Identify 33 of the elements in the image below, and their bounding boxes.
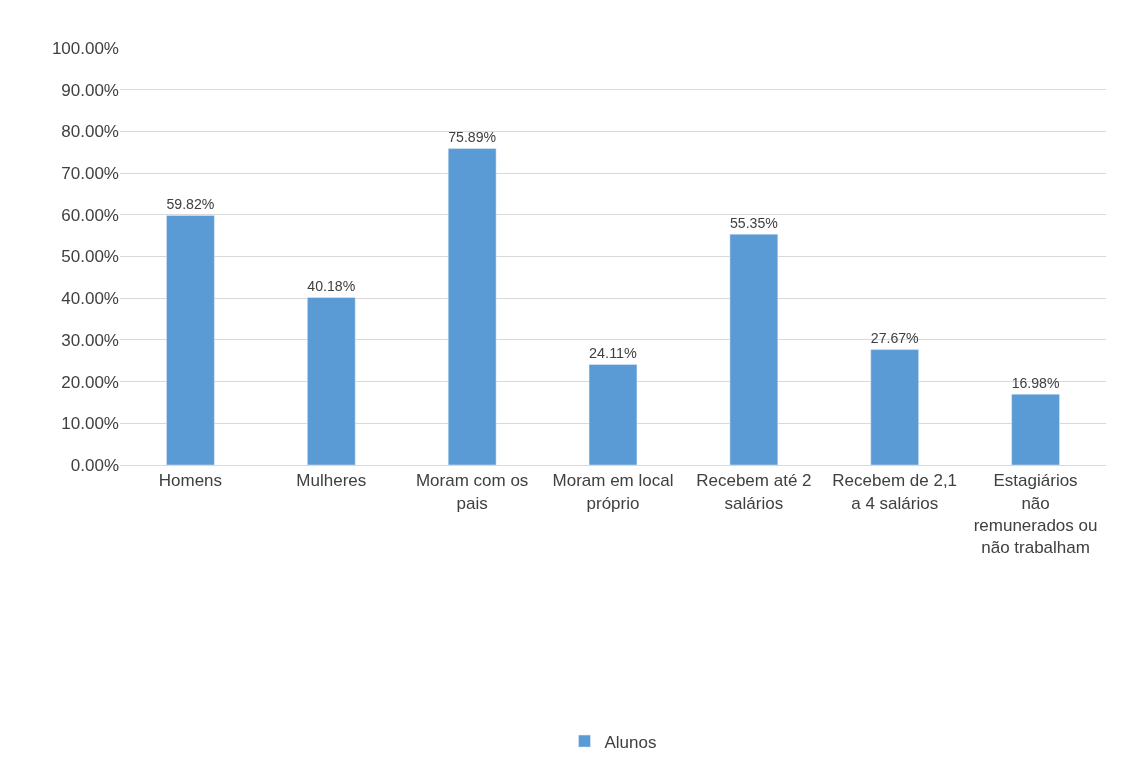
bar — [307, 297, 356, 465]
x-tick-label: Mulheres — [296, 471, 367, 491]
y-tick-label: 40.00% — [61, 289, 119, 309]
data-label: 40.18% — [307, 278, 356, 295]
x-tick-label: Recebem até 2 salários — [696, 471, 812, 513]
bar — [729, 233, 779, 465]
y-tick-label: 20.00% — [61, 372, 119, 392]
y-tick-label: 30.00% — [61, 330, 119, 350]
x-tick-label: Recebem de 2,1 a 4 salários — [832, 471, 958, 513]
y-tick-label: 50.00% — [61, 247, 119, 267]
y-tick-label: 100.00% — [51, 38, 119, 58]
y-tick-label: 60.00% — [61, 205, 119, 225]
x-tick-label: Moram com os pais — [415, 471, 529, 513]
bar — [166, 215, 215, 465]
y-tick-label: 10.00% — [61, 414, 119, 434]
data-label: 16.98% — [1011, 374, 1060, 391]
x-tick-label: Moram em local próprio — [552, 471, 674, 513]
bar — [447, 148, 497, 465]
legend-label: Alunos — [604, 732, 657, 752]
bar — [588, 364, 638, 465]
data-label: 27.67% — [870, 330, 920, 347]
x-tick-label: Homens — [158, 471, 223, 491]
y-tick-label: 0.00% — [70, 455, 119, 475]
x-tick-label: Estagiários não remunerados ou não trabalham — [973, 471, 1098, 557]
data-label: 55.35% — [729, 214, 779, 231]
data-label: 59.82% — [166, 196, 215, 213]
data-label: 75.89% — [448, 129, 497, 146]
data-label: 24.11% — [589, 345, 638, 362]
bar — [1011, 393, 1060, 465]
y-tick-label: 90.00% — [61, 80, 119, 100]
bar — [870, 349, 919, 465]
y-tick-label: 80.00% — [61, 122, 119, 142]
y-tick-label: 70.00% — [61, 164, 119, 184]
